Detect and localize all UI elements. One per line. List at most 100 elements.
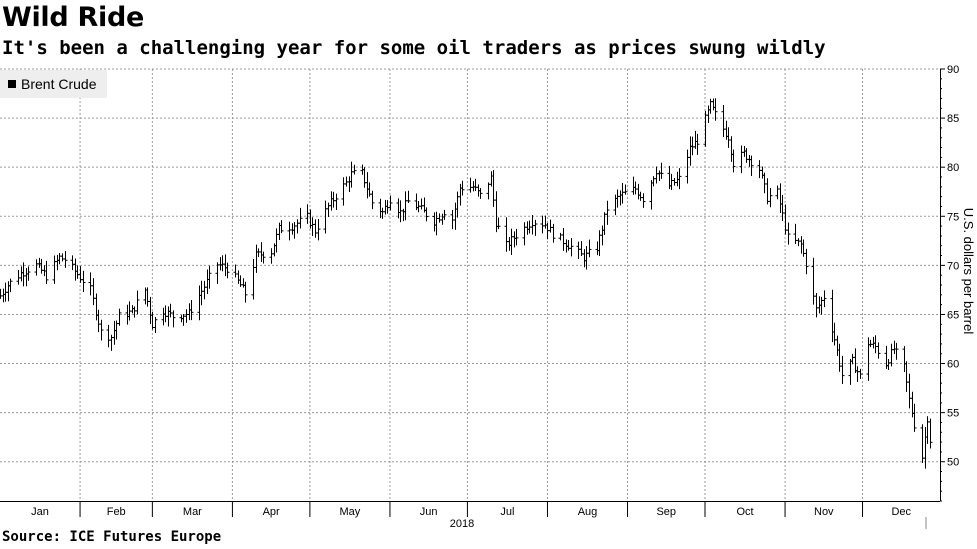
ohlc-bar: [871, 336, 876, 349]
ohlc-bar: [551, 223, 556, 243]
ohlc-bar: [396, 198, 401, 219]
ohlc-bar: [558, 232, 563, 241]
ohlc-bar: [406, 190, 411, 204]
ohlc-bar: [711, 98, 716, 111]
ohlc-bar: [747, 155, 752, 167]
ohlc-bar: [762, 172, 767, 194]
x-tick-label-jul: Jul: [500, 506, 514, 518]
ohlc-bar: [334, 193, 339, 210]
ohlc-bar: [902, 346, 907, 373]
ohlc-bar: [75, 265, 80, 279]
ohlc-bar: [623, 184, 628, 195]
y-tick-label-55: 55: [947, 408, 959, 420]
ohlc-bar: [543, 215, 548, 229]
ohlc-bar: [73, 258, 78, 281]
x-tick-label-dec: Dec: [891, 506, 911, 518]
ohlc-bar: [362, 167, 367, 188]
ohlc-bar: [912, 403, 917, 432]
ohlc-bar: [168, 303, 173, 318]
ohlc-bar: [132, 306, 137, 318]
ohlc-bar: [225, 262, 230, 279]
ohlc-bar: [840, 355, 845, 385]
ohlc-bar: [830, 289, 835, 343]
ohlc-bar: [600, 225, 605, 246]
ohlc-bar: [904, 361, 909, 392]
y-tick-label-70: 70: [947, 260, 959, 272]
ohlc-bar: [760, 166, 765, 179]
ohlc-bar: [290, 223, 295, 235]
ohlc-bar: [569, 238, 574, 257]
ohlc-bar: [471, 181, 476, 192]
x-axis: Jan Feb Mar Apr May Jun Jul Aug Sep Oct Nov Dec: [0, 501, 940, 529]
y-tick-label-65: 65: [947, 309, 959, 321]
y-tick-label-50: 50: [947, 457, 959, 469]
ohlc-bar: [440, 213, 445, 225]
ohlc-bar: [329, 191, 334, 211]
ohlc-bar: [44, 260, 49, 284]
ohlc-bar: [613, 194, 618, 216]
ohlc-bar: [749, 155, 754, 176]
ohlc-bar: [236, 270, 241, 284]
ohlc-bar: [352, 164, 357, 175]
ohlc-bar: [778, 183, 783, 213]
ohlc-bar: [19, 266, 24, 282]
ohlc-bar: [726, 127, 731, 148]
ohlc-bar: [220, 255, 225, 272]
ohlc-bar: [259, 242, 264, 262]
ohlc-bar: [886, 358, 891, 371]
ohlc-bar: [455, 191, 460, 218]
ohlc-bar: [305, 204, 310, 224]
ohlc-bar: [706, 105, 711, 124]
ohlc-bar: [659, 162, 664, 179]
ohlc-bar: [269, 248, 274, 264]
ohlc-bar: [548, 219, 553, 233]
ohlc-bar: [618, 190, 623, 206]
ohlc-bar: [39, 258, 44, 274]
ohlc-bar: [533, 219, 538, 236]
ohlc-bar: [199, 280, 204, 306]
y-tick-label-90: 90: [947, 64, 959, 76]
ohlc-bar: [81, 270, 86, 293]
ohlc-bar: [775, 185, 780, 200]
ohlc-bar: [298, 207, 303, 229]
ohlc-bar: [631, 176, 636, 195]
ohlc-bar: [721, 105, 726, 138]
ohlc-bar: [530, 214, 535, 235]
ohlc-bar: [496, 217, 501, 230]
ohlc-bar: [504, 217, 509, 252]
ohlc-bar: [88, 272, 93, 296]
ohlc-bar: [37, 257, 42, 268]
ohlc-bar: [868, 339, 873, 348]
ohlc-bar: [112, 320, 117, 345]
ohlc-bar: [837, 343, 842, 372]
ohlc-bar: [78, 266, 83, 283]
ohlc-bar: [70, 255, 75, 271]
ohlc-bar: [419, 198, 424, 210]
ohlc-bar: [804, 248, 809, 275]
ohlc-bar: [514, 228, 519, 246]
ohlc-bar: [688, 136, 693, 166]
ohlc-bar: [478, 188, 483, 199]
ohlc-bar: [489, 171, 494, 187]
ohlc-bar: [703, 110, 708, 147]
ohlc-bar: [57, 252, 62, 265]
ohlc-bar: [171, 310, 176, 328]
ohlc-bar: [326, 202, 331, 218]
ohlc-bar: [153, 317, 158, 334]
ohlc-bar: [561, 227, 566, 251]
legend-swatch: [8, 80, 16, 88]
ohlc-bars: [0, 98, 933, 469]
chart-subtitle: It's been a challenging year for some oi…: [2, 37, 826, 59]
chart-title: Wild Ride: [2, 2, 145, 33]
ohlc-bar: [254, 244, 259, 273]
ohlc-bar: [313, 219, 318, 238]
ohlc-bar: [731, 149, 736, 173]
ohlc-bar: [768, 188, 773, 208]
ohlc-bar: [835, 335, 840, 356]
ohlc-bar: [166, 306, 171, 327]
ohlc-bar: [218, 257, 223, 271]
ohlc-bar: [822, 290, 827, 308]
ohlc-bar: [724, 120, 729, 140]
ohlc-bar: [60, 253, 65, 262]
ohlc-bar: [460, 180, 465, 196]
